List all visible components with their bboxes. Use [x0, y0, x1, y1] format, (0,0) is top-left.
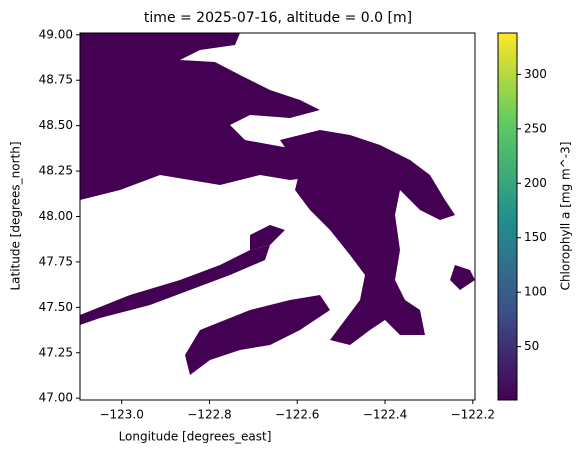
- y-tick-label: 47.50: [39, 300, 73, 314]
- y-tick-label: 48.00: [39, 209, 73, 223]
- x-axis-label: Longitude [degrees_east]: [119, 430, 272, 444]
- colorbar-tick-label: 200: [524, 176, 547, 190]
- y-axis-label: Latitude [degrees_north]: [9, 141, 23, 290]
- colorbar-label: Chlorophyll a [mg m^-3]: [559, 142, 573, 291]
- colorbar-tick-label: 250: [524, 121, 547, 135]
- water-area: [450, 265, 475, 290]
- x-tick-label: −122.8: [187, 408, 231, 422]
- water-area: [280, 130, 455, 345]
- colorbar: [497, 32, 518, 401]
- water-area: [80, 245, 270, 325]
- y-tick-label: 47.25: [39, 345, 73, 359]
- water-area: [250, 225, 285, 250]
- x-tick-label: −123.0: [99, 408, 143, 422]
- x-tick-label: −122.6: [275, 408, 319, 422]
- colorbar-tick-label: 300: [524, 67, 547, 81]
- y-tick-label: 48.50: [39, 118, 73, 132]
- x-tick-label: −122.4: [363, 408, 407, 422]
- x-tick-label: −122.2: [451, 408, 495, 422]
- y-tick-label: 47.00: [39, 391, 73, 405]
- chart-title: time = 2025-07-16, altitude = 0.0 [m]: [144, 10, 412, 26]
- raster: [80, 33, 475, 375]
- y-tick-label: 48.25: [39, 164, 73, 178]
- water-area: [185, 295, 330, 375]
- colorbar-tick-label: 50: [524, 339, 539, 353]
- y-tick-label: 47.75: [39, 254, 73, 268]
- colorbar-tick-label: 150: [524, 230, 547, 244]
- y-tick-label: 48.75: [39, 73, 73, 87]
- colorbar-tick-label: 100: [524, 285, 547, 299]
- y-tick-label: 49.00: [39, 27, 73, 41]
